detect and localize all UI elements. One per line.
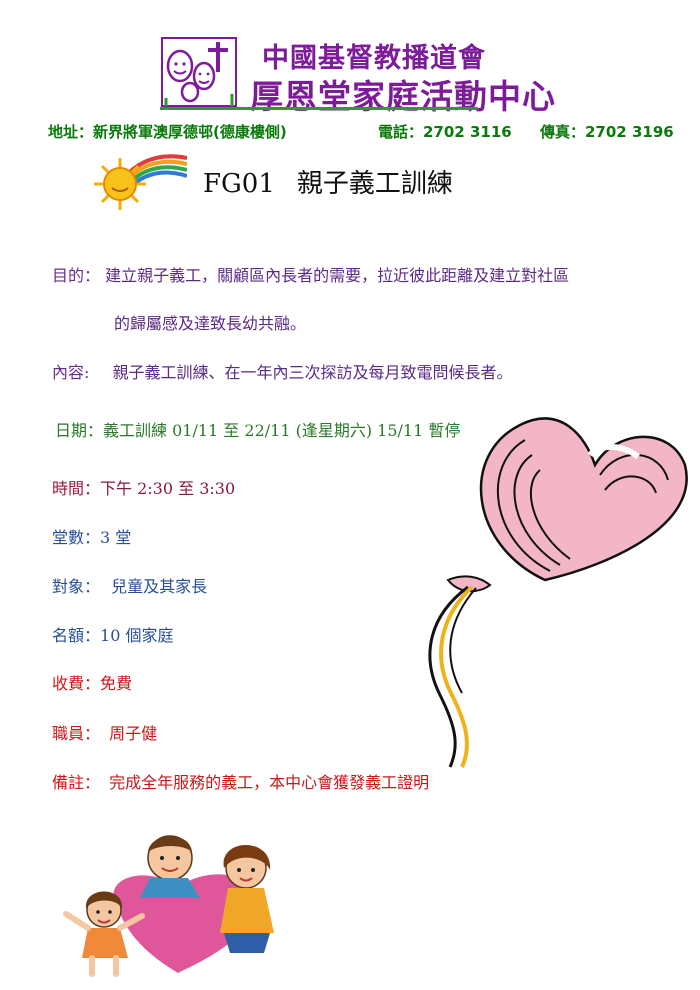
content-text: 親子義工訓練、在一年內三次探訪及每月致電問候長者。 bbox=[112, 363, 513, 382]
org-name-line2: 厚恩堂家庭活動中心 bbox=[250, 77, 556, 116]
org-name-line1: 中國基督教播道會 bbox=[262, 43, 486, 74]
sessions-row: 堂數：3 堂 bbox=[52, 524, 131, 548]
purpose-text: 建立親子義工，關顧區內長者的需要，拉近彼此距離及建立對社區 bbox=[105, 266, 570, 285]
purpose-line1: 目的： 建立親子義工，關顧區內長者的需要，拉近彼此距離及建立對社區 bbox=[52, 262, 569, 286]
staff-text: 周子健 bbox=[109, 724, 158, 743]
fee-row: 收費：免費 bbox=[52, 670, 132, 694]
time-row: 時間：下午 2:30 至 3:30 bbox=[52, 475, 235, 499]
content-row: 內容: 親子義工訓練、在一年內三次探訪及每月致電問候長者。 bbox=[52, 359, 513, 383]
family-heart-illustration bbox=[63, 835, 274, 977]
church-family-logo bbox=[161, 37, 237, 107]
phone-text: 電話：2702 3116 bbox=[378, 123, 512, 141]
content-label: 內容: bbox=[52, 363, 90, 382]
sessions-text: 3 堂 bbox=[100, 528, 132, 547]
sun-rainbow-icon bbox=[94, 154, 187, 210]
remark-label: 備註： bbox=[52, 773, 101, 792]
date-text: 義工訓練 01/11 至 22/11 (逢星期六) 15/11 暫停 bbox=[103, 421, 461, 440]
course-name: 親子義工訓練 bbox=[296, 169, 453, 199]
fee-label: 收費： bbox=[52, 674, 101, 693]
page-title: FG01 親子義工訓練 bbox=[203, 163, 453, 200]
staff-row: 職員： 周子健 bbox=[52, 720, 157, 744]
target-text: 兒童及其家長 bbox=[111, 577, 208, 596]
address-text: 地址：新界將軍澳厚德邨(德康樓側) bbox=[48, 123, 287, 141]
target-label: 對象： bbox=[52, 577, 101, 596]
purpose-line2: 的歸屬感及達致長幼共融。 bbox=[114, 314, 307, 333]
heart-balloon-illustration bbox=[428, 417, 688, 768]
sessions-label: 堂數： bbox=[52, 528, 101, 547]
time-label: 時間： bbox=[52, 479, 101, 498]
quota-row: 名額：10 個家庭 bbox=[52, 622, 173, 646]
staff-label: 職員： bbox=[52, 724, 101, 743]
fee-text: 免費 bbox=[100, 674, 133, 693]
quota-label: 名額： bbox=[52, 626, 101, 645]
purpose-label: 目的： bbox=[52, 266, 101, 285]
target-row: 對象： 兒童及其家長 bbox=[52, 573, 207, 597]
date-row: 日期：義工訓練 01/11 至 22/11 (逢星期六) 15/11 暫停 bbox=[55, 417, 460, 441]
course-code: FG01 bbox=[203, 169, 275, 199]
remark-row: 備註： 完成全年服務的義工，本中心會獲發義工證明 bbox=[52, 769, 429, 793]
quota-text: 10 個家庭 bbox=[100, 626, 174, 645]
time-text: 下午 2:30 至 3:30 bbox=[100, 479, 236, 498]
date-label: 日期： bbox=[55, 421, 104, 440]
remark-text: 完成全年服務的義工，本中心會獲發義工證明 bbox=[109, 773, 430, 792]
fax-text: 傳真：2702 3196 bbox=[540, 123, 674, 141]
header-underline bbox=[160, 107, 478, 110]
